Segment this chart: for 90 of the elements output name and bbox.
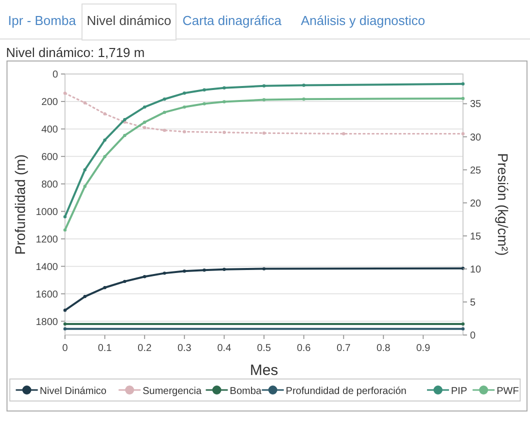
point [162, 128, 166, 132]
point [202, 102, 206, 106]
y2-tick-label: 35 [470, 99, 482, 110]
point [182, 92, 186, 95]
point [162, 98, 166, 101]
y2-axis-title: Presión (kg/cm²) [495, 153, 511, 256]
point [162, 272, 166, 275]
text: Análisis y diagnostico [300, 13, 426, 28]
point [83, 294, 86, 298]
point [262, 98, 266, 102]
point [103, 286, 106, 290]
point [63, 327, 67, 330]
y2-tick-label: 25 [470, 165, 482, 176]
y2-tick-label: 5 [470, 297, 476, 308]
point [123, 118, 126, 122]
text: Nivel dinámico [86, 13, 172, 28]
point [461, 132, 465, 136]
y-tick-label: 600 [41, 152, 58, 163]
x-tick-label: 0.4 [217, 343, 232, 354]
point [202, 88, 206, 92]
legend-label: Bomba [230, 386, 262, 397]
x-tick-label: 0 [62, 343, 68, 354]
point [83, 168, 86, 172]
text: Carta dinagráfica [182, 13, 282, 28]
point [123, 280, 126, 284]
x-axis-title: Mes [250, 362, 278, 379]
point [143, 120, 146, 124]
point [63, 322, 67, 326]
chart-title: Nivel dinámico: 1,719 m [6, 45, 145, 60]
x-tick-label: 0.5 [257, 343, 272, 354]
x-tick-label: 0.1 [98, 343, 112, 354]
y2-tick-label: 15 [470, 231, 482, 242]
y2-tick-label: 0 [470, 330, 476, 342]
point [222, 100, 226, 104]
point [143, 275, 146, 278]
point [222, 130, 226, 134]
point [182, 130, 186, 134]
y2-tick-label: 20 [470, 198, 482, 210]
y-tick-label: 1000 [36, 206, 58, 218]
y-axis-title: Profundidad (m) [12, 154, 28, 255]
y2-tick-label: 10 [470, 264, 482, 276]
legend-label: Sumergencia [142, 386, 202, 397]
point [302, 98, 306, 101]
point [262, 131, 266, 135]
legend-label: PWF [496, 386, 519, 397]
point [302, 84, 306, 87]
point [222, 268, 226, 271]
y-tick-label: 1800 [36, 316, 58, 328]
point [143, 126, 146, 130]
y-tick-label: 1600 [36, 289, 58, 300]
point [103, 138, 106, 142]
x-tick-label: 0.3 [177, 343, 192, 354]
point [262, 84, 266, 88]
legend-label: Profundidad de perforación [286, 386, 406, 397]
y-tick-label: 0 [52, 70, 58, 80]
point [202, 268, 206, 272]
text: Ipr - Bomba [8, 13, 77, 28]
point [103, 154, 106, 158]
point [182, 105, 186, 109]
y2-tick-label: 30 [470, 132, 482, 144]
point [461, 327, 465, 330]
y-tick-label: 400 [41, 124, 58, 136]
x-tick-label: 0.9 [416, 343, 431, 354]
point [63, 228, 67, 232]
point [222, 86, 226, 90]
x-tick-label: 0.8 [376, 343, 391, 354]
point [63, 308, 67, 312]
y-tick-label: 800 [41, 179, 58, 190]
x-tick-label: 0.2 [138, 343, 152, 354]
point [461, 82, 465, 86]
legend-label: PIP [451, 386, 468, 397]
point [83, 184, 86, 188]
point [63, 215, 67, 218]
point [162, 110, 166, 114]
y-tick-label: 200 [41, 96, 58, 108]
point [123, 134, 126, 138]
point [461, 322, 465, 326]
x-tick-label: 0.6 [296, 343, 312, 354]
y-tick-label: 1200 [36, 234, 58, 246]
point [103, 112, 106, 116]
point [182, 270, 186, 273]
point [83, 101, 86, 104]
x-tick-label: 0.7 [336, 343, 351, 354]
point [262, 267, 266, 270]
point [342, 132, 346, 136]
legend-label: Nivel Dinámico [40, 386, 107, 397]
point [63, 92, 67, 95]
point [143, 105, 146, 109]
y-tick-label: 1400 [36, 262, 58, 273]
point [461, 96, 465, 100]
